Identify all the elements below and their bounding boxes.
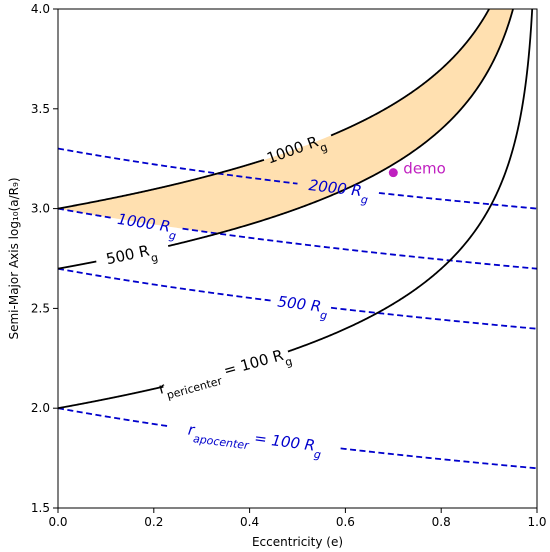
- apocenter-label-100: rapocenter = 100 Rg: [186, 421, 323, 461]
- x-tick-label: 0.8: [432, 515, 451, 529]
- shaded-region: [58, 9, 514, 234]
- apocenter-label-500: 500 Rg: [276, 292, 329, 321]
- demo-point-label: demo: [403, 160, 446, 178]
- x-tick-label: 0.0: [48, 515, 67, 529]
- pericenter-curve-500-seg1: [167, 9, 514, 247]
- y-tick-label: 3.5: [31, 102, 50, 116]
- plot-area: [58, 9, 537, 470]
- y-axis-label: Semi-Major Axis log₁₀(a/R₉): [7, 177, 21, 339]
- x-tick-label: 0.4: [240, 515, 259, 529]
- x-axis-label: Eccentricity (e): [252, 535, 343, 549]
- pericenter-curve-1000-seg1: [330, 9, 491, 137]
- pericenter-curve-1000-seg0: [58, 159, 265, 210]
- pericenter-curve-100-seg1: [287, 9, 534, 353]
- apocenter-curve-2000-seg1: [378, 192, 537, 210]
- apocenter-curve-2000-seg0: [58, 147, 298, 185]
- apocenter-curve-500-seg0: [58, 267, 274, 302]
- x-tick-label: 1.0: [527, 515, 546, 529]
- pericenter-label-500: 500 Rg: [104, 240, 159, 274]
- y-tick-label: 4.0: [31, 2, 50, 16]
- apocenter-curve-1000-seg1: [182, 227, 537, 270]
- demo-point: [388, 168, 398, 178]
- x-tick-label: 0.2: [144, 515, 163, 529]
- x-tick-label: 0.6: [336, 515, 355, 529]
- pericenter-label-100: rpericenter = 100 Rg: [156, 344, 293, 403]
- plot-frame: [57, 8, 538, 509]
- y-tick-label: 3.0: [31, 202, 50, 216]
- pericenter-curve-500-seg0: [58, 260, 97, 270]
- apocenter-curve-100-seg1: [340, 447, 537, 470]
- y-tick-label: 2.5: [31, 301, 50, 315]
- apocenter-curve-100-seg0: [58, 407, 169, 428]
- y-tick-label: 1.5: [31, 501, 50, 515]
- pericenter-curve-100-seg0: [58, 385, 164, 410]
- y-tick-label: 2.0: [31, 401, 50, 415]
- apocenter-curve-500-seg1: [330, 306, 537, 330]
- apocenter-label-2000: 2000 Rg: [307, 176, 370, 206]
